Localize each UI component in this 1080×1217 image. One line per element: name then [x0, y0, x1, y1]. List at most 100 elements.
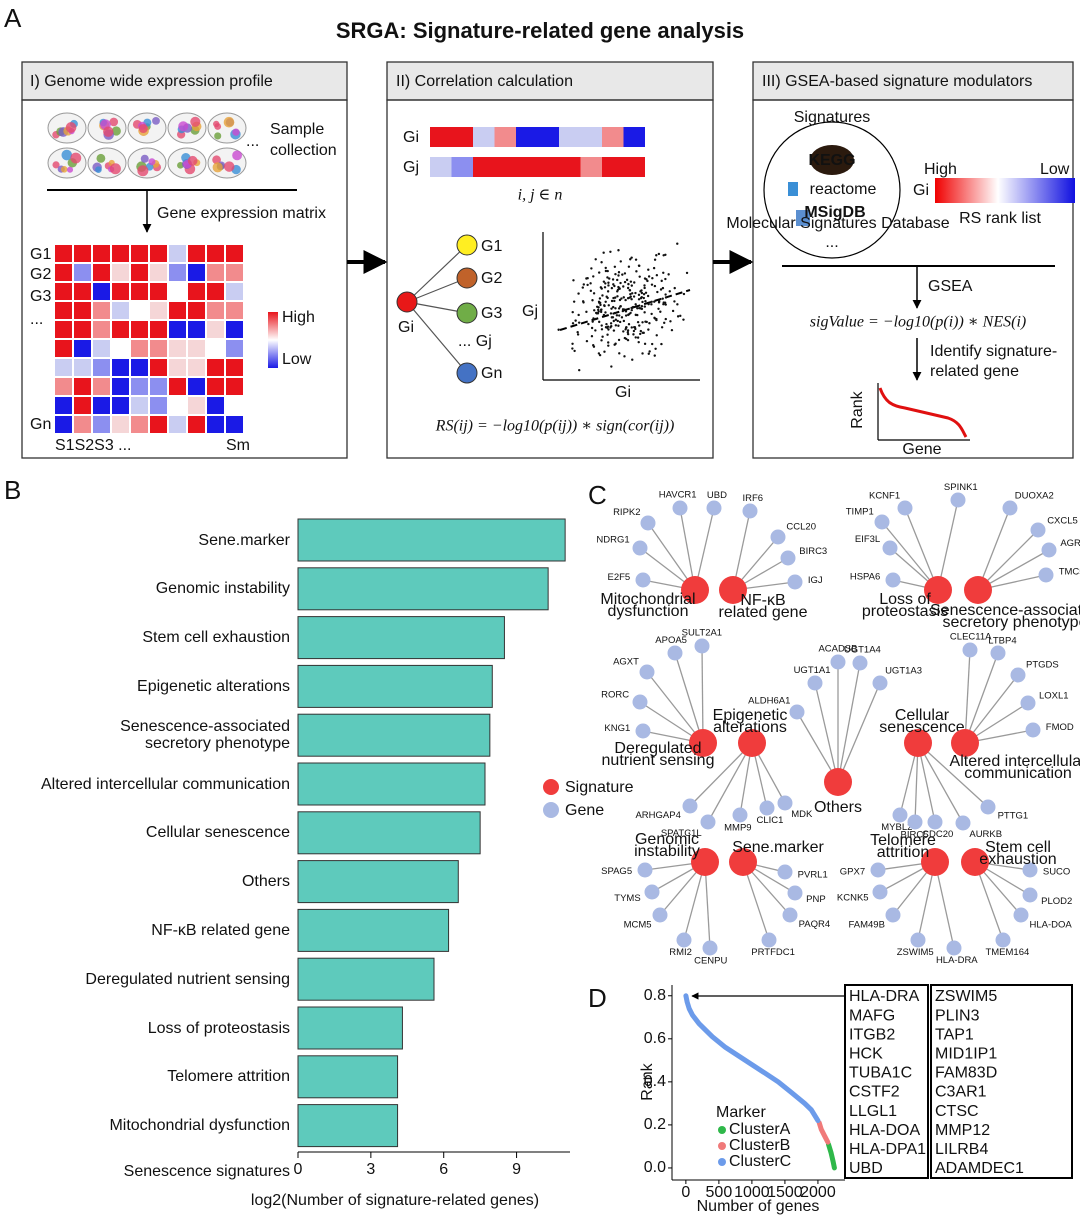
heatmap-cell [74, 245, 91, 262]
heatmap-cell [188, 283, 205, 300]
scatter-point [612, 296, 615, 300]
scatter-point [609, 250, 612, 253]
rank-gradient [935, 178, 1075, 203]
scatter-point [638, 275, 641, 278]
gene-label: APOA5 [655, 635, 687, 646]
scatter-point [623, 308, 626, 311]
gene-node [732, 807, 748, 823]
heatmap-cell [93, 416, 110, 433]
heatmap-cell [131, 321, 148, 338]
scatter-point [607, 328, 610, 331]
signature-label: senescence [879, 719, 964, 736]
scatter-point [632, 333, 635, 336]
heatmap-cell [207, 416, 224, 433]
expression-cell [602, 127, 624, 147]
scatter-point [644, 291, 648, 294]
signature-label: Loss of [879, 591, 931, 608]
gene-label: MMP9 [724, 822, 751, 833]
scatter-point [630, 256, 633, 259]
category-label-box: Mitochondrial dysfunction [109, 1117, 290, 1134]
network-edge [937, 499, 959, 591]
heatmap-cell [93, 378, 110, 395]
scatter-point [614, 324, 618, 327]
scatter-point [586, 283, 589, 287]
gene-label: HAVCR1 [659, 490, 697, 501]
cell-dot [140, 154, 149, 163]
scatter-point [593, 309, 596, 312]
gene-label: CDC20 [922, 829, 953, 840]
scatter-point [571, 342, 574, 345]
scatter-point [597, 352, 601, 355]
gene-node [910, 932, 926, 948]
scatter-point [653, 317, 657, 320]
gene-label: PVRL1 [798, 870, 828, 881]
scatter-point [632, 325, 636, 329]
gene-node [830, 654, 846, 670]
gene-label: NDRG1 [596, 535, 629, 546]
node-label: G2 [481, 270, 502, 287]
y-tick-label: Cellular senescence [145, 824, 290, 842]
signature-node [719, 576, 747, 604]
scatter-point [655, 254, 658, 257]
row-label: G3 [30, 288, 51, 305]
gene-label: UGT1A4 [844, 645, 881, 656]
scatter-point [636, 336, 640, 339]
formula: sigValue = −log10(p(i)) ∗ NES(i) [810, 314, 1026, 331]
gene-node [789, 704, 805, 720]
signature-node [951, 729, 979, 757]
scatter-point [598, 353, 602, 357]
y-tick-label: 0.8 [644, 987, 666, 1004]
expression-cell [559, 127, 581, 147]
heatmap-cell [55, 397, 72, 414]
scatter-point [660, 342, 663, 346]
heatmap-cell [188, 416, 205, 433]
heatmap-cell [74, 378, 91, 395]
signature-node [961, 848, 989, 876]
network-edge [964, 649, 971, 744]
scatter-point [600, 308, 603, 311]
scatter-point [617, 338, 621, 342]
scatter-point [616, 319, 619, 323]
heatmap-cell [112, 359, 129, 376]
scatter-point [603, 304, 606, 307]
scatter-point [627, 323, 631, 326]
cell-dot [190, 116, 201, 127]
heatmap-cell [207, 359, 224, 376]
scatter-point [603, 286, 607, 289]
rank-line [826, 1141, 837, 1171]
heatmap-cell [55, 359, 72, 376]
legend-title: Marker [716, 1104, 766, 1121]
heatmap-cell [74, 340, 91, 357]
gene-node [962, 642, 978, 658]
gene-label: HLA-DRA [936, 955, 978, 966]
expression-cell [494, 127, 516, 147]
heatmap-cell [131, 378, 148, 395]
scatter-point [630, 326, 633, 329]
signature-label: secretory phenotype [943, 614, 1080, 631]
legend-dot [718, 1158, 726, 1166]
scatter-point [647, 302, 650, 306]
cell-dot [232, 128, 240, 136]
scatter-point [659, 288, 663, 291]
scatter-point [606, 276, 609, 279]
scatter-point [600, 324, 603, 327]
gene-node [787, 574, 803, 590]
expression-cell [494, 157, 516, 177]
heatmap-cell [188, 378, 205, 395]
signature-label: instability [634, 843, 700, 860]
scatter-point [657, 307, 660, 311]
scatter-point [654, 347, 657, 350]
scatter-point [608, 277, 611, 280]
reactome-text: reactome [810, 181, 877, 198]
y-tick-label: Genomic instability [155, 580, 290, 598]
gene-label: SPAG5 [601, 866, 632, 877]
gene-name: HLA-DPA1 [849, 1141, 926, 1158]
scatter-point [629, 292, 632, 296]
scatter-point [637, 298, 641, 301]
y-tick-label: Stem cell exhaustion [142, 629, 290, 647]
heatmap-cell [74, 416, 91, 433]
heatmap-cell [207, 378, 224, 395]
expression-cell [430, 127, 452, 147]
scatter-point [617, 324, 620, 327]
signature-node [904, 729, 932, 757]
